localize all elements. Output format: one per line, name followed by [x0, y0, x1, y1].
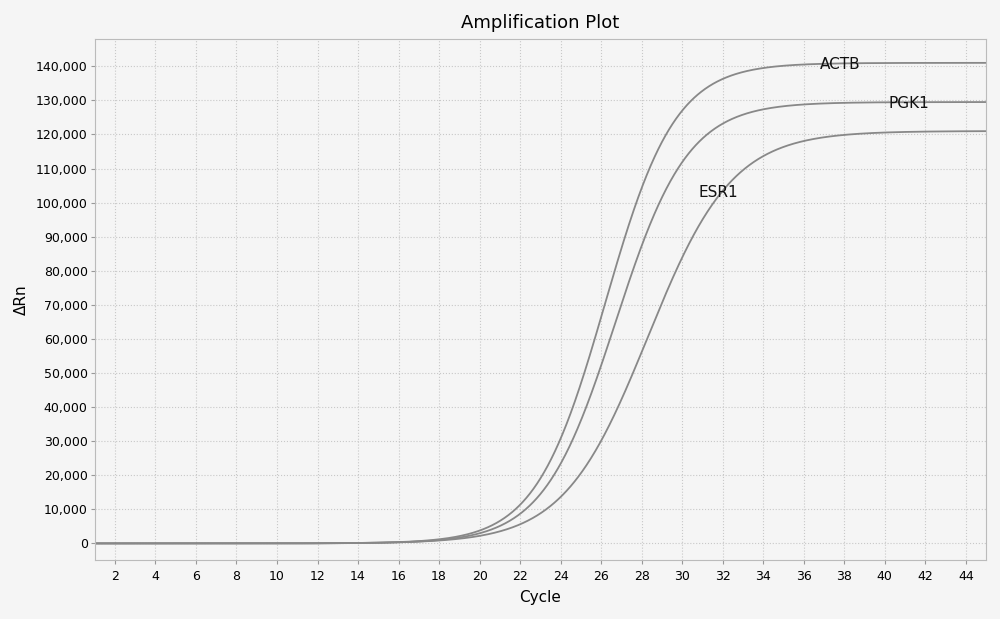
- Text: ESR1: ESR1: [698, 185, 738, 200]
- Y-axis label: ΔRn: ΔRn: [14, 284, 29, 315]
- Text: PGK1: PGK1: [889, 97, 930, 111]
- Text: ACTB: ACTB: [820, 57, 861, 72]
- X-axis label: Cycle: Cycle: [519, 590, 561, 605]
- Title: Amplification Plot: Amplification Plot: [461, 14, 620, 32]
